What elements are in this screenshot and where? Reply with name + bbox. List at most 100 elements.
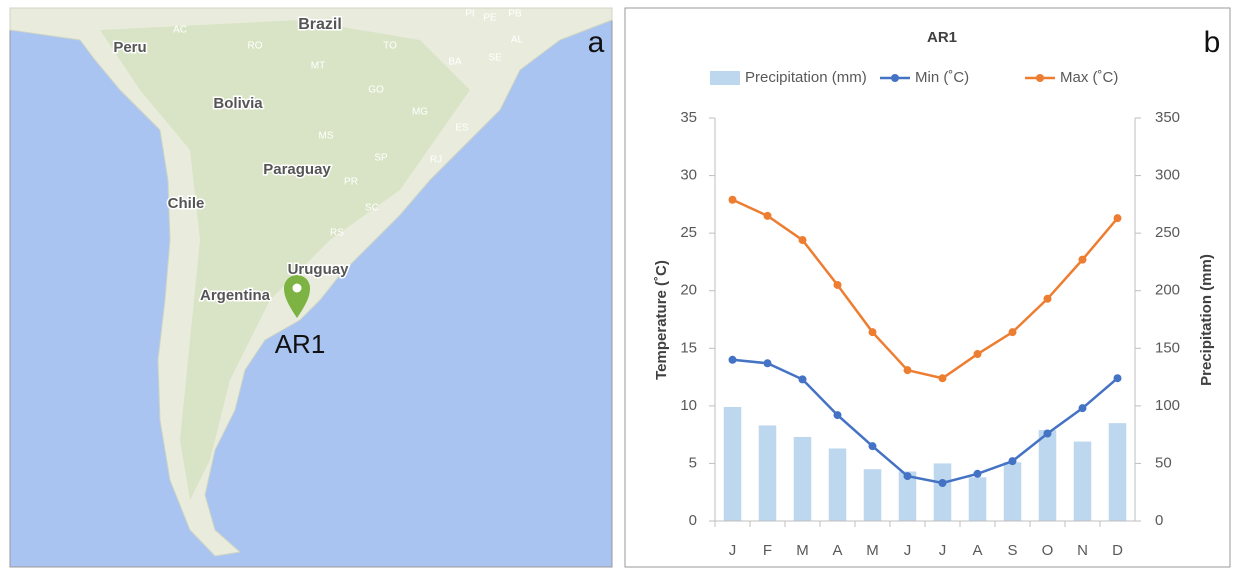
map-panel: AR1 a BrazilPeruBoliviaParaguayChileUrug… (10, 8, 612, 567)
x-tick-label: J (904, 542, 912, 559)
point (1044, 295, 1052, 303)
point (1009, 457, 1017, 465)
legend-label: Max (˚C) (1060, 69, 1118, 86)
point (939, 479, 947, 487)
state-label: PR (344, 177, 358, 188)
point (869, 442, 877, 450)
point (974, 470, 982, 478)
x-tick-label: D (1112, 542, 1123, 559)
panel-label: b (1204, 26, 1221, 59)
x-tick-label: M (866, 542, 879, 559)
legend-swatch (710, 71, 740, 85)
x-tick-label: M (796, 542, 809, 559)
state-label: PI (465, 9, 474, 20)
country-label: Uruguay (288, 261, 350, 278)
state-label: TO (383, 41, 397, 52)
country-label: Argentina (200, 287, 271, 304)
x-tick-label: J (939, 542, 947, 559)
state-label: SC (365, 203, 379, 214)
y2-tick-label: 50 (1155, 454, 1172, 471)
bar (1039, 430, 1057, 521)
state-label: BA (448, 57, 462, 68)
x-tick-label: O (1042, 542, 1054, 559)
state-label: AL (511, 35, 524, 46)
point (834, 411, 842, 419)
state-label: MT (311, 61, 325, 72)
state-label: RO (248, 41, 263, 52)
bar (1074, 442, 1092, 521)
legend-swatch (1036, 74, 1044, 82)
legend-label: Min (˚C) (915, 69, 969, 86)
country-label: Peru (113, 39, 146, 56)
chart-panel (625, 8, 1230, 567)
chart-title: AR1 (927, 29, 957, 46)
y-tick-label: 20 (680, 282, 697, 299)
x-tick-label: J (729, 542, 737, 559)
state-label: SE (488, 53, 502, 64)
y-tick-label: 0 (689, 512, 697, 529)
figure: AR1 a Brazil Peru Bolivia Paraguay Chile Urug… (0, 0, 1234, 569)
y2-tick-label: 100 (1155, 397, 1180, 414)
country-label: Chile (168, 195, 205, 212)
bar (794, 437, 812, 521)
y2-axis-title: Precipitation (mm) (1198, 254, 1215, 386)
x-tick-label: F (763, 542, 772, 559)
point (764, 359, 772, 367)
point (729, 356, 737, 364)
y-tick-label: 15 (680, 339, 697, 356)
bar (934, 463, 952, 521)
point (1009, 328, 1017, 336)
point (729, 196, 737, 204)
state-label: SP (374, 153, 388, 164)
point (1079, 256, 1087, 264)
state-label: RJ (430, 155, 442, 166)
country-label: Paraguay (263, 161, 331, 178)
y-tick-label: 25 (680, 224, 697, 241)
point (904, 472, 912, 480)
bar (829, 448, 847, 521)
state-label: AC (173, 25, 187, 36)
state-label: PB (508, 9, 522, 20)
y2-tick-label: 350 (1155, 109, 1180, 126)
y-tick-label: 35 (680, 109, 697, 126)
y-axis-title: Temperature (˚C) (653, 260, 670, 380)
panel-label: a (588, 26, 605, 59)
point (834, 281, 842, 289)
bar (864, 469, 882, 521)
bar (724, 407, 742, 521)
y2-tick-label: 300 (1155, 167, 1180, 184)
country-label: Bolivia (213, 95, 263, 112)
point (799, 375, 807, 383)
state-label: PE (483, 13, 497, 24)
state-label: GO (368, 85, 384, 96)
bar (759, 425, 777, 521)
legend-label: Precipitation (mm) (745, 69, 867, 86)
legend-swatch (891, 74, 899, 82)
y-tick-label: 10 (680, 397, 697, 414)
point (869, 328, 877, 336)
point (904, 366, 912, 374)
state-label: ES (455, 123, 469, 134)
country-label: Brazil (298, 16, 342, 33)
point (939, 374, 947, 382)
x-tick-label: A (972, 542, 982, 559)
point (1114, 374, 1122, 382)
state-label: MS (319, 131, 334, 142)
point (1114, 214, 1122, 222)
y2-tick-label: 250 (1155, 224, 1180, 241)
y-tick-label: 30 (680, 167, 697, 184)
page: AR1 a Brazil Peru Bolivia Paraguay Chile Urug… (0, 0, 1234, 574)
marker-dot (293, 284, 302, 293)
y2-tick-label: 0 (1155, 512, 1163, 529)
x-tick-label: S (1007, 542, 1017, 559)
bar (969, 477, 987, 521)
bar (1109, 423, 1127, 521)
point (974, 350, 982, 358)
x-tick-label: N (1077, 542, 1088, 559)
state-label: MG (412, 107, 428, 118)
bar (1004, 462, 1022, 521)
x-tick-label: A (832, 542, 842, 559)
y2-tick-label: 200 (1155, 282, 1180, 299)
y-tick-label: 5 (689, 454, 697, 471)
state-label: RS (330, 228, 344, 239)
